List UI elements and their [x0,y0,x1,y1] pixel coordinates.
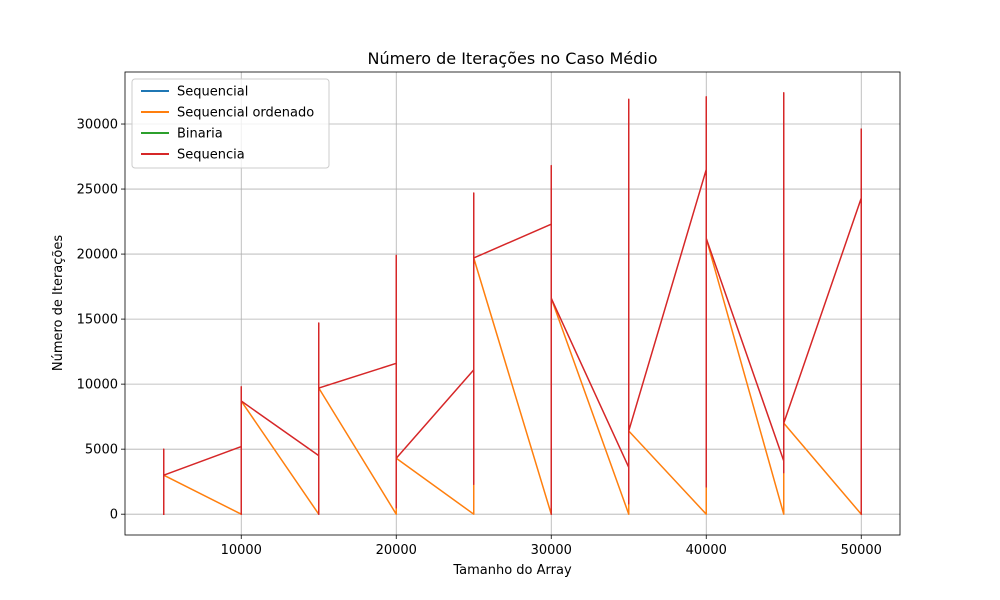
chart-title: Número de Iterações no Caso Médio [367,49,657,68]
axes [124,71,901,536]
y-tick-label: 0 [110,508,118,523]
x-tick-label: 50000 [841,543,882,558]
legend-box [131,78,330,169]
x-tick-label: 10000 [221,543,262,558]
plot-series [163,92,863,516]
y-tick-label: 25000 [77,183,118,198]
legend-label-sequencia: Sequencia [177,148,245,163]
x-axis-title: Tamanho do Array [452,563,572,578]
legend: Sequencial Sequencial ordenado Binaria S… [131,78,330,169]
y-tick-label: 5000 [85,443,118,458]
y-tick-label: 10000 [77,378,118,393]
series-line-sequencia [163,92,862,515]
y-tick-label: 30000 [77,118,118,133]
tick-marks: 10000 20000 30000 40000 50000 0 5000 10000 15000… [77,118,882,558]
y-tick-label: 20000 [77,248,118,263]
legend-label-sequencial-ordenado: Sequencial ordenado [177,106,314,121]
legend-label-binaria: Binaria [177,127,223,142]
x-tick-label: 30000 [531,543,572,558]
legend-label-sequencial: Sequencial [177,85,248,100]
y-axis-title: Número de Iterações [51,235,66,371]
x-tick-label: 20000 [376,543,417,558]
plot-frame [124,71,901,536]
x-tick-label: 40000 [686,543,727,558]
y-tick-label: 15000 [77,313,118,328]
